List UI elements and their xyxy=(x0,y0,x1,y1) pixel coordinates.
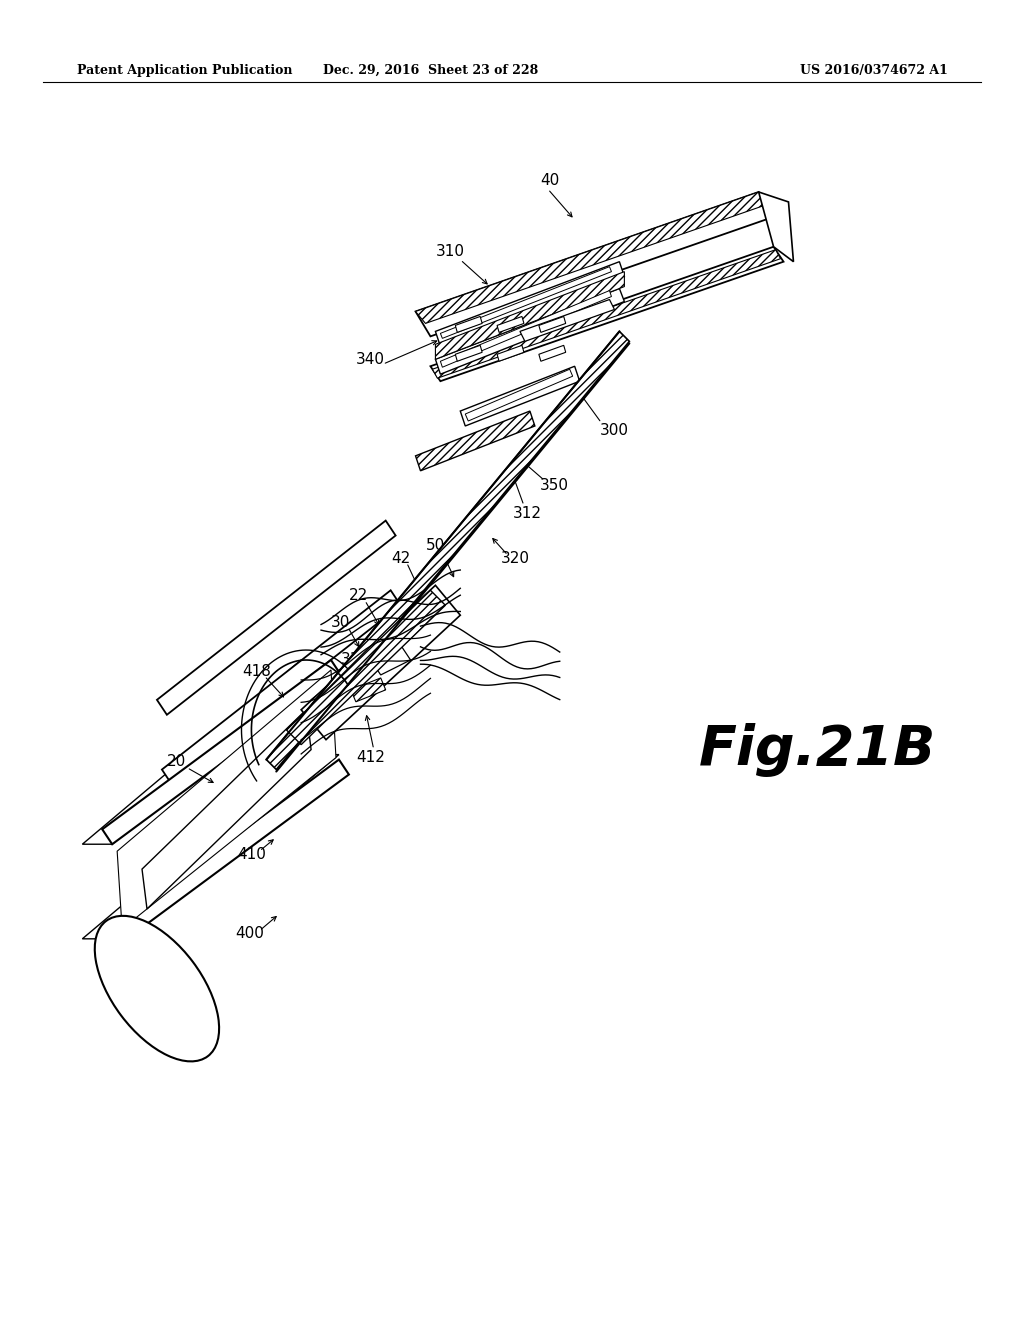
Polygon shape xyxy=(142,710,311,909)
Polygon shape xyxy=(416,411,535,471)
Polygon shape xyxy=(435,289,625,374)
Polygon shape xyxy=(311,660,381,730)
Polygon shape xyxy=(301,585,460,739)
Text: 410: 410 xyxy=(237,846,266,862)
Text: 22: 22 xyxy=(349,587,369,603)
Polygon shape xyxy=(440,267,611,338)
Polygon shape xyxy=(435,261,625,346)
Polygon shape xyxy=(497,317,524,333)
Polygon shape xyxy=(102,660,341,845)
Text: 334: 334 xyxy=(341,652,371,668)
Text: 30: 30 xyxy=(331,615,350,630)
Text: Patent Application Publication: Patent Application Publication xyxy=(78,63,293,77)
Polygon shape xyxy=(266,331,630,770)
Polygon shape xyxy=(416,191,773,337)
Text: 50: 50 xyxy=(426,539,445,553)
Polygon shape xyxy=(371,645,411,675)
Text: 350: 350 xyxy=(541,478,569,494)
Polygon shape xyxy=(111,759,349,944)
Text: 40: 40 xyxy=(541,173,559,187)
Text: 330: 330 xyxy=(421,612,450,628)
Text: 42: 42 xyxy=(391,550,411,566)
Text: Dec. 29, 2016  Sheet 23 of 228: Dec. 29, 2016 Sheet 23 of 228 xyxy=(323,63,538,77)
Polygon shape xyxy=(456,317,482,333)
Text: 418: 418 xyxy=(242,664,270,680)
Text: 400: 400 xyxy=(234,927,264,941)
Polygon shape xyxy=(497,346,524,362)
Polygon shape xyxy=(456,346,482,362)
Text: 412: 412 xyxy=(356,750,385,766)
Polygon shape xyxy=(82,755,339,939)
Polygon shape xyxy=(520,300,614,342)
Text: Fig.21B: Fig.21B xyxy=(699,722,936,776)
Text: 340: 340 xyxy=(356,351,385,367)
Polygon shape xyxy=(759,191,794,261)
Polygon shape xyxy=(539,317,565,333)
Polygon shape xyxy=(539,346,565,362)
Text: 312: 312 xyxy=(512,506,542,521)
Polygon shape xyxy=(157,520,395,714)
Polygon shape xyxy=(117,671,336,929)
Text: 300: 300 xyxy=(600,424,629,438)
Polygon shape xyxy=(465,370,572,421)
Text: 20: 20 xyxy=(167,754,186,770)
Polygon shape xyxy=(162,590,400,784)
Text: US 2016/0374672 A1: US 2016/0374672 A1 xyxy=(800,63,947,77)
Polygon shape xyxy=(432,249,780,379)
Polygon shape xyxy=(435,272,625,359)
Text: 320: 320 xyxy=(501,550,529,566)
Polygon shape xyxy=(351,678,386,702)
Polygon shape xyxy=(82,660,331,845)
Polygon shape xyxy=(440,290,611,367)
Polygon shape xyxy=(430,247,783,381)
Polygon shape xyxy=(416,191,769,323)
Polygon shape xyxy=(287,590,445,744)
Polygon shape xyxy=(460,366,580,426)
Text: 420: 420 xyxy=(381,635,410,651)
Ellipse shape xyxy=(95,916,219,1061)
Text: 310: 310 xyxy=(436,244,465,259)
